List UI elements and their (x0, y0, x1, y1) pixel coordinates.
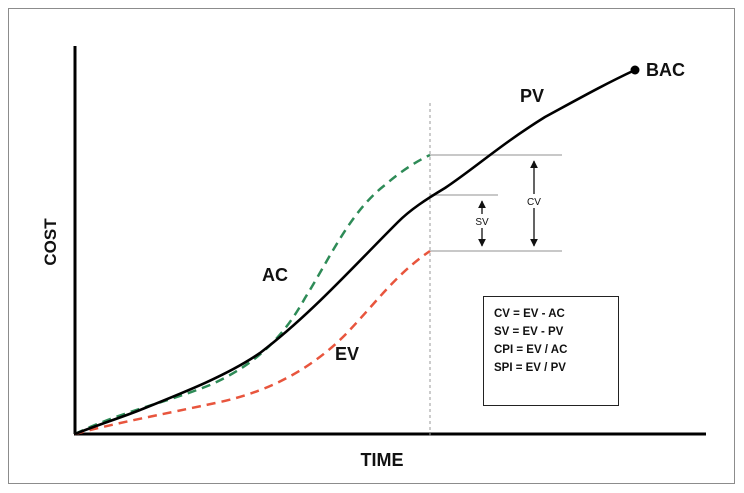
formula-cv: CV = EV - AC (494, 308, 565, 320)
ev-label: EV (335, 344, 359, 364)
y-axis-label: COST (41, 218, 60, 266)
ac-label: AC (262, 265, 288, 285)
formula-spi: SPI = EV / PV (494, 362, 566, 374)
ev-curve (74, 249, 431, 436)
formula-cpi: CPI = EV / AC (494, 344, 568, 356)
cv-label: CV (527, 197, 541, 208)
ac-curve (74, 153, 431, 436)
sv-label: SV (475, 217, 489, 228)
x-axis-label: TIME (361, 450, 404, 470)
pv-label: PV (520, 86, 544, 106)
cv-label-bg (522, 194, 546, 208)
pv-curve (74, 68, 636, 436)
formula-sv: SV = EV - PV (494, 326, 564, 338)
bac-point (630, 65, 640, 75)
sv-label-bg (472, 214, 492, 228)
formula-legend: CV = EV - AC SV = EV - PV CPI = EV / AC … (483, 296, 619, 406)
bac-label: BAC (646, 60, 685, 80)
